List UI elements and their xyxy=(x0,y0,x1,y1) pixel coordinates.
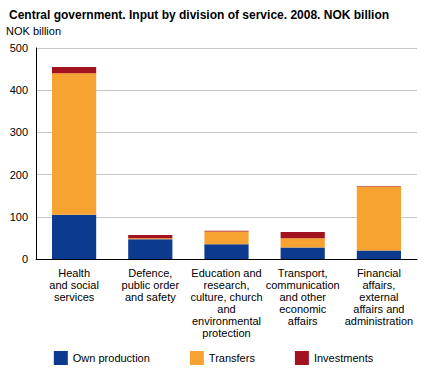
svg-text:Transfers: Transfers xyxy=(209,352,256,364)
svg-text:and safety: and safety xyxy=(125,291,176,303)
svg-text:research,: research, xyxy=(204,279,250,291)
svg-text:400: 400 xyxy=(10,84,28,96)
svg-text:and other: and other xyxy=(279,291,326,303)
svg-text:Health: Health xyxy=(58,267,90,279)
svg-text:affairs: affairs xyxy=(288,315,318,327)
svg-text:affairs and: affairs and xyxy=(353,303,404,315)
svg-text:Financial: Financial xyxy=(357,267,401,279)
svg-text:external: external xyxy=(359,291,398,303)
svg-text:Defence,: Defence, xyxy=(128,267,172,279)
svg-text:economic: economic xyxy=(279,303,327,315)
svg-text:200: 200 xyxy=(10,169,28,181)
svg-text:NOK billion: NOK billion xyxy=(6,25,61,37)
svg-text:Investments: Investments xyxy=(314,352,374,364)
svg-text:Own production: Own production xyxy=(73,352,150,364)
svg-text:300: 300 xyxy=(10,126,28,138)
svg-text:environmental: environmental xyxy=(192,315,261,327)
svg-text:and social: and social xyxy=(49,279,99,291)
svg-text:500: 500 xyxy=(10,42,28,54)
svg-text:protection: protection xyxy=(202,327,250,339)
svg-text:public order: public order xyxy=(122,279,180,291)
svg-text:and: and xyxy=(217,303,235,315)
svg-text:0: 0 xyxy=(22,253,28,265)
svg-text:Central government. Input by d: Central government. Input by division of… xyxy=(9,8,389,22)
svg-text:services: services xyxy=(54,291,95,303)
svg-text:communication: communication xyxy=(266,279,340,291)
svg-text:administration: administration xyxy=(345,315,413,327)
svg-text:affairs,: affairs, xyxy=(362,279,395,291)
svg-text:culture, church: culture, church xyxy=(190,291,262,303)
svg-text:Transport,: Transport, xyxy=(278,267,328,279)
svg-text:100: 100 xyxy=(10,211,28,223)
svg-text:Education and: Education and xyxy=(191,267,261,279)
